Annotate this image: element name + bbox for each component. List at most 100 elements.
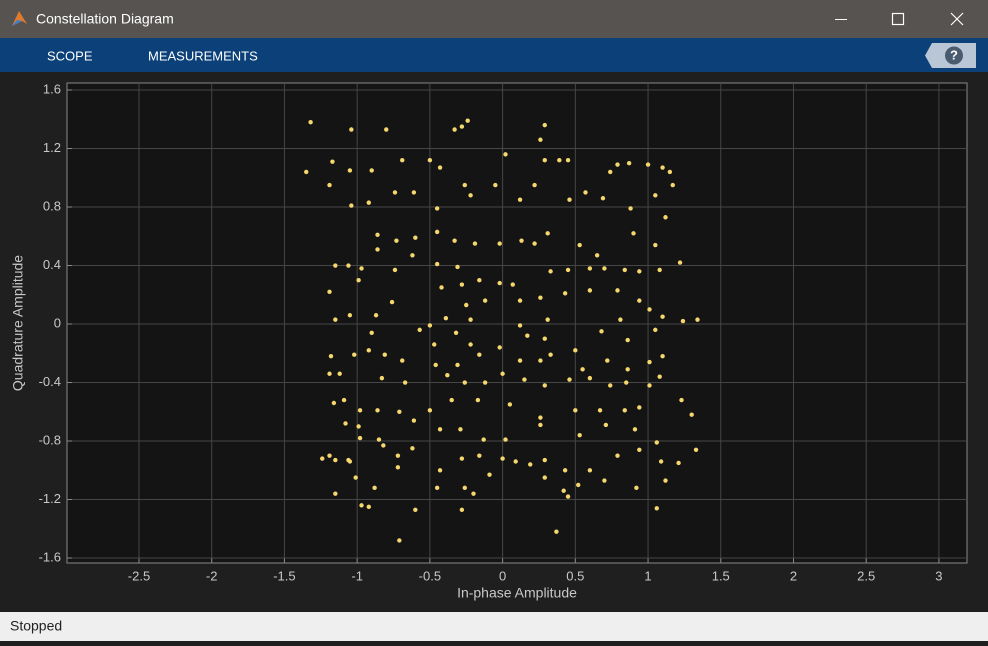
y-tick-label: 1.6 bbox=[43, 81, 61, 96]
scatter-point bbox=[400, 358, 405, 363]
scatter-point bbox=[676, 460, 681, 466]
scatter-point bbox=[373, 313, 379, 318]
scatter-point bbox=[557, 158, 562, 163]
close-button[interactable] bbox=[930, 0, 988, 38]
scatter-point bbox=[477, 277, 482, 283]
scatter-point bbox=[395, 453, 401, 458]
scatter-point bbox=[437, 468, 443, 473]
scatter-point bbox=[670, 182, 675, 188]
scatter-point bbox=[658, 459, 664, 464]
scatter-point bbox=[637, 269, 642, 274]
scatter-point bbox=[366, 348, 371, 353]
scatter-point bbox=[443, 315, 449, 321]
scatter-point bbox=[434, 229, 440, 235]
scatter-point bbox=[482, 380, 488, 385]
scatter-point bbox=[532, 241, 537, 246]
scatter-point bbox=[599, 329, 604, 334]
scatter-point bbox=[327, 289, 332, 295]
scatter-point bbox=[376, 437, 382, 442]
scatter-point bbox=[615, 162, 620, 167]
help-button[interactable]: ? bbox=[925, 43, 976, 68]
minimize-button[interactable] bbox=[816, 0, 866, 38]
scatter-point bbox=[647, 307, 652, 312]
scatter-point bbox=[347, 459, 353, 464]
scatter-point bbox=[663, 478, 668, 483]
scatter-point bbox=[624, 380, 629, 385]
status-text: Stopped bbox=[10, 618, 62, 634]
menu-bar bbox=[0, 38, 988, 72]
scatter-point bbox=[437, 165, 443, 170]
scatter-point bbox=[548, 269, 553, 274]
scatter-point bbox=[653, 193, 658, 198]
scatter-point bbox=[337, 371, 342, 376]
scatter-point bbox=[366, 200, 371, 205]
scatter-point bbox=[538, 295, 543, 300]
scatter-point bbox=[677, 260, 683, 265]
scatter-point bbox=[352, 352, 357, 357]
scatter-point bbox=[507, 402, 513, 407]
y-tick-label: 0.4 bbox=[43, 257, 61, 272]
scatter-point bbox=[462, 485, 467, 491]
scatter-point bbox=[618, 317, 623, 322]
scatter-point bbox=[459, 456, 465, 461]
scatter-point bbox=[600, 196, 606, 201]
scatter-point bbox=[493, 182, 498, 188]
scatter-point bbox=[455, 264, 460, 270]
scatter-point bbox=[519, 238, 524, 243]
x-tick-label: 0 bbox=[499, 568, 506, 583]
scatter-point bbox=[477, 453, 482, 458]
scatter-point bbox=[602, 478, 607, 483]
scatter-point bbox=[382, 352, 387, 357]
scatter-point bbox=[497, 280, 502, 286]
scatter-point bbox=[542, 158, 547, 163]
scatter-point bbox=[510, 282, 515, 287]
scatter-point bbox=[452, 238, 457, 243]
scatter-point bbox=[679, 397, 684, 403]
scatter-point bbox=[459, 282, 465, 287]
scatter-point bbox=[400, 158, 405, 163]
scatter-point bbox=[465, 118, 470, 123]
scatter-point bbox=[353, 475, 358, 480]
scatter-point bbox=[657, 374, 662, 379]
scatter-point bbox=[333, 491, 338, 496]
x-tick-label: -0.5 bbox=[419, 568, 441, 583]
scatter-point bbox=[695, 317, 700, 322]
menu-item[interactable]: MEASUREMENTS bbox=[148, 48, 258, 63]
scatter-point bbox=[411, 418, 417, 423]
scatter-point bbox=[542, 122, 547, 128]
scatter-point bbox=[375, 408, 380, 413]
scatter-point bbox=[628, 206, 633, 211]
scatter-point bbox=[328, 353, 334, 359]
menu-item[interactable]: SCOPE bbox=[47, 48, 93, 63]
scatter-point bbox=[410, 446, 415, 451]
scatter-point bbox=[487, 472, 492, 477]
scatter-point bbox=[654, 440, 659, 445]
scatter-point bbox=[458, 427, 463, 432]
scatter-point bbox=[632, 427, 638, 432]
scatter-point bbox=[468, 193, 473, 198]
scatter-point bbox=[308, 119, 313, 125]
scatter-point bbox=[608, 383, 613, 388]
scatter-point bbox=[517, 323, 523, 328]
scatter-point bbox=[637, 405, 642, 410]
scatter-point bbox=[545, 231, 550, 236]
scatter-point bbox=[542, 383, 547, 388]
scatter-point bbox=[587, 266, 593, 271]
scatter-point bbox=[481, 437, 486, 442]
scatter-point bbox=[411, 190, 417, 195]
scatter-point bbox=[594, 253, 600, 258]
scatter-point bbox=[565, 158, 571, 163]
scatter-point bbox=[472, 241, 478, 246]
scatter-point bbox=[573, 408, 578, 413]
scatter-point bbox=[356, 424, 361, 429]
scatter-point bbox=[471, 491, 476, 496]
scatter-point bbox=[433, 362, 438, 368]
scatter-point bbox=[349, 203, 354, 208]
status-bar bbox=[0, 612, 988, 641]
maximize-button[interactable] bbox=[873, 0, 923, 38]
scatter-point bbox=[427, 158, 433, 163]
scatter-point bbox=[381, 443, 386, 448]
scatter-point bbox=[538, 137, 543, 142]
x-tick-label: -1 bbox=[351, 568, 363, 583]
scatter-point bbox=[503, 437, 508, 442]
